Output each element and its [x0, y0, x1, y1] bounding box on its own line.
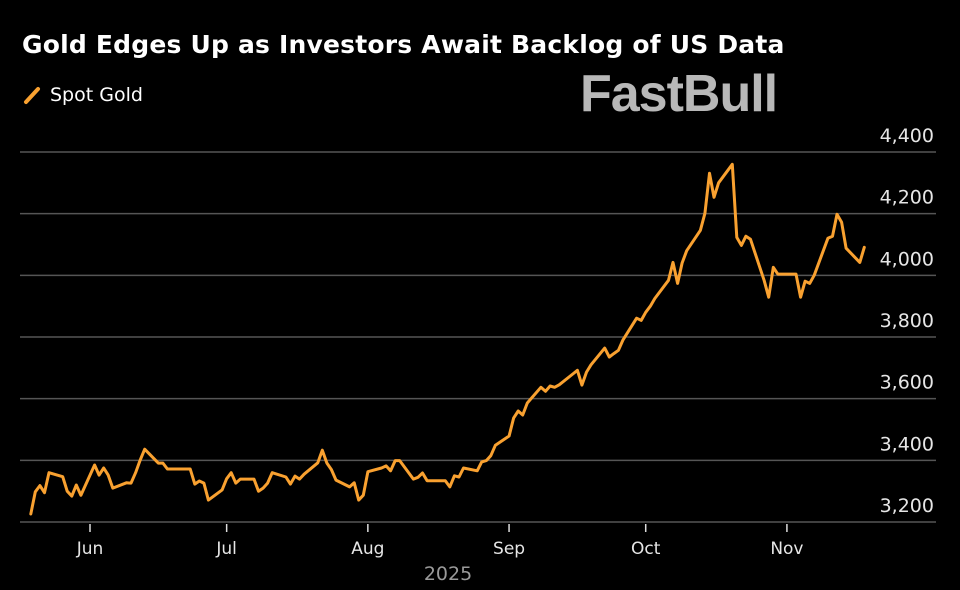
x-tick-label: Nov: [770, 539, 803, 559]
y-tick-label: 3,200: [880, 495, 934, 517]
y-tick-label: 4,400: [880, 125, 934, 147]
chart-title: Gold Edges Up as Investors Await Backlog…: [22, 30, 785, 59]
watermark-logo: FastBull: [580, 65, 778, 123]
series-line-spot-gold: [29, 162, 866, 516]
y-tick-label: 4,000: [880, 248, 934, 270]
legend-label: Spot Gold: [50, 84, 143, 106]
legend-swatch-icon: [24, 87, 40, 104]
x-axis-label: 2025: [424, 563, 472, 585]
y-tick-label: 3,400: [880, 433, 934, 455]
x-tick-label: Oct: [631, 539, 661, 559]
y-tick-label: 3,800: [880, 310, 934, 332]
x-tick-label: Jul: [215, 539, 237, 559]
x-tick-label: Jun: [76, 539, 104, 559]
x-tick-label: Aug: [351, 539, 384, 559]
y-tick-label: 4,200: [880, 187, 934, 209]
legend: Spot Gold: [22, 84, 143, 106]
y-tick-label: 3,600: [880, 372, 934, 394]
x-tick-label: Sep: [493, 539, 525, 559]
